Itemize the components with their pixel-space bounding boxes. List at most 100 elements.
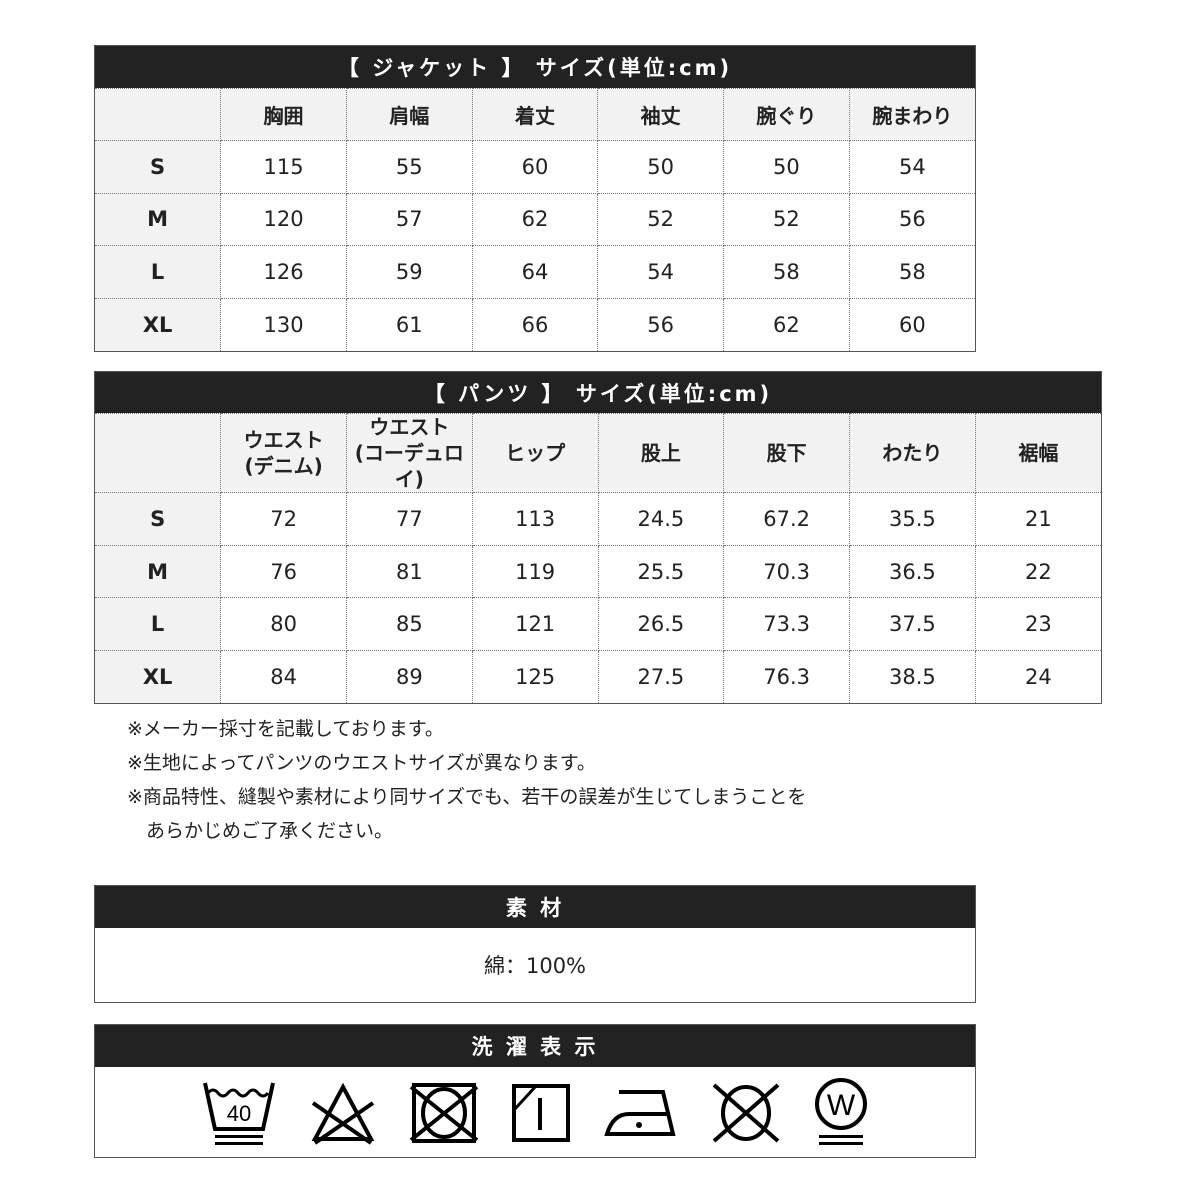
table-cell: 61 bbox=[345, 297, 473, 351]
table-cell: 130 bbox=[220, 297, 347, 351]
header-line: ウエスト bbox=[243, 428, 324, 452]
header-line: ヒップ bbox=[505, 441, 566, 465]
table-cell: 57 bbox=[345, 192, 473, 246]
table-cell: 25.5 bbox=[597, 544, 725, 599]
table-cell: 77 bbox=[346, 492, 473, 546]
table-cell: 50 bbox=[597, 140, 725, 194]
table-cell: 76 bbox=[220, 544, 347, 599]
no-bleach-icon bbox=[311, 1082, 375, 1145]
table-row: S 72 77 113 24.5 67.2 35.5 21 bbox=[95, 492, 1101, 546]
table-cell: 58 bbox=[848, 245, 975, 299]
size-label: S bbox=[95, 492, 222, 546]
size-label: M bbox=[95, 544, 222, 599]
table-row: L 126 59 64 54 58 58 bbox=[95, 245, 975, 299]
table-cell: 120 bbox=[220, 192, 347, 246]
table-cell: 21 bbox=[974, 492, 1101, 546]
table-cell: 89 bbox=[346, 650, 473, 704]
column-header: 腕ぐり bbox=[723, 88, 850, 141]
table-cell: 62 bbox=[471, 192, 599, 246]
header-line: 裾幅 bbox=[1018, 441, 1059, 465]
column-header: 胸囲 bbox=[220, 88, 347, 141]
iron-low-icon bbox=[604, 1090, 676, 1136]
jacket-table-title: 【 ジャケット 】 サイズ(単位:cm) bbox=[95, 46, 975, 88]
table-cell: 73.3 bbox=[723, 597, 850, 652]
header-line: わたり bbox=[882, 441, 943, 465]
table-cell: 26.5 bbox=[597, 597, 725, 652]
notes: ※メーカー採寸を記載しております。 ※生地によってパンツのウエストサイズが異なり… bbox=[127, 712, 806, 848]
table-cell: 76.3 bbox=[723, 650, 850, 704]
note: ※生地によってパンツのウエストサイズが異なります。 bbox=[127, 752, 596, 774]
column-header: 股下 bbox=[723, 413, 850, 493]
table-cell: 50 bbox=[723, 140, 850, 194]
size-label: L bbox=[95, 597, 222, 652]
svg-text:W: W bbox=[827, 1089, 856, 1122]
table-row: L 80 85 121 26.5 73.3 37.5 23 bbox=[95, 597, 1101, 652]
header-line: 股上 bbox=[640, 441, 681, 465]
table-cell: 52 bbox=[723, 192, 850, 246]
line-dry-shade-icon bbox=[512, 1084, 570, 1142]
column-header: ウエスト (デニム) bbox=[220, 413, 347, 493]
note: ※メーカー採寸を記載しております。 bbox=[127, 718, 444, 740]
table-cell: 119 bbox=[471, 544, 599, 599]
header-line: ウエスト bbox=[369, 415, 450, 439]
table-cell: 70.3 bbox=[723, 544, 850, 599]
table-row: XL 130 61 66 56 62 60 bbox=[95, 297, 975, 351]
table-cell: 56 bbox=[848, 192, 975, 246]
table-cell: 64 bbox=[471, 245, 599, 299]
column-header bbox=[95, 88, 222, 141]
size-label: M bbox=[95, 192, 222, 246]
table-cell: 80 bbox=[220, 597, 347, 652]
table-cell: 59 bbox=[345, 245, 473, 299]
table-cell: 81 bbox=[346, 544, 473, 599]
table-row: M 76 81 119 25.5 70.3 36.5 22 bbox=[95, 544, 1101, 599]
pants-table-title: 【 パンツ 】 サイズ(単位:cm) bbox=[95, 372, 1101, 413]
size-label: XL bbox=[95, 297, 222, 351]
table-cell: 36.5 bbox=[849, 544, 976, 599]
material-title: 素 材 bbox=[95, 886, 975, 928]
wet-clean-gentle-icon: W bbox=[815, 1078, 867, 1145]
size-label: S bbox=[95, 140, 222, 194]
pants-size-table: 【 パンツ 】 サイズ(単位:cm) ウエスト (デニム) ウエスト (コーデュロイ)… bbox=[94, 371, 1102, 705]
table-cell: 125 bbox=[471, 650, 599, 704]
table-cell: 24.5 bbox=[597, 492, 725, 546]
table-cell: 72 bbox=[220, 492, 347, 546]
table-row: S 115 55 60 50 50 54 bbox=[95, 140, 975, 194]
wash-temp: 40 bbox=[227, 1101, 251, 1126]
no-dry-clean-icon bbox=[712, 1083, 780, 1143]
header-line: 股下 bbox=[766, 441, 807, 465]
table-cell: 113 bbox=[471, 492, 599, 546]
table-cell: 115 bbox=[220, 140, 347, 194]
column-header: ヒップ bbox=[471, 413, 599, 493]
table-cell: 121 bbox=[471, 597, 599, 652]
column-header: ウエスト (コーデュロイ) bbox=[346, 413, 473, 493]
jacket-size-table: 【 ジャケット 】 サイズ(単位:cm) 胸囲 肩幅 着丈 袖丈 腕ぐり 腕まわり S 115… bbox=[94, 45, 976, 352]
size-label: XL bbox=[95, 650, 222, 704]
table-cell: 54 bbox=[848, 140, 975, 194]
table-row: XL 84 89 125 27.5 76.3 38.5 24 bbox=[95, 650, 1101, 704]
care-box: 洗 濯 表 示 40 W bbox=[94, 1024, 976, 1158]
no-tumble-dry-icon bbox=[409, 1083, 479, 1143]
table-cell: 27.5 bbox=[597, 650, 725, 704]
table-cell: 60 bbox=[848, 297, 975, 351]
table-cell: 54 bbox=[597, 245, 725, 299]
table-cell: 56 bbox=[597, 297, 725, 351]
note: ※商品特性、縫製や素材により同サイズでも、若干の誤差が生じてしまうことを bbox=[127, 786, 807, 808]
table-cell: 58 bbox=[723, 245, 850, 299]
material-value: 綿：100% bbox=[483, 954, 587, 978]
column-header: 裾幅 bbox=[974, 413, 1101, 493]
column-header bbox=[95, 413, 222, 493]
table-cell: 126 bbox=[220, 245, 347, 299]
table-cell: 38.5 bbox=[849, 650, 976, 704]
wash-40-gentle-icon: 40 bbox=[203, 1082, 275, 1145]
header-line: (コーデュロイ) bbox=[354, 441, 464, 491]
material-box: 素 材 綿：100% bbox=[94, 885, 976, 1003]
header-line: (デニム) bbox=[244, 454, 323, 478]
table-row: M 120 57 62 52 52 56 bbox=[95, 192, 975, 246]
table-cell: 84 bbox=[220, 650, 347, 704]
table-cell: 35.5 bbox=[849, 492, 976, 546]
table-cell: 60 bbox=[471, 140, 599, 194]
table-cell: 85 bbox=[346, 597, 473, 652]
table-cell: 62 bbox=[723, 297, 850, 351]
table-cell: 55 bbox=[345, 140, 473, 194]
table-cell: 66 bbox=[471, 297, 599, 351]
